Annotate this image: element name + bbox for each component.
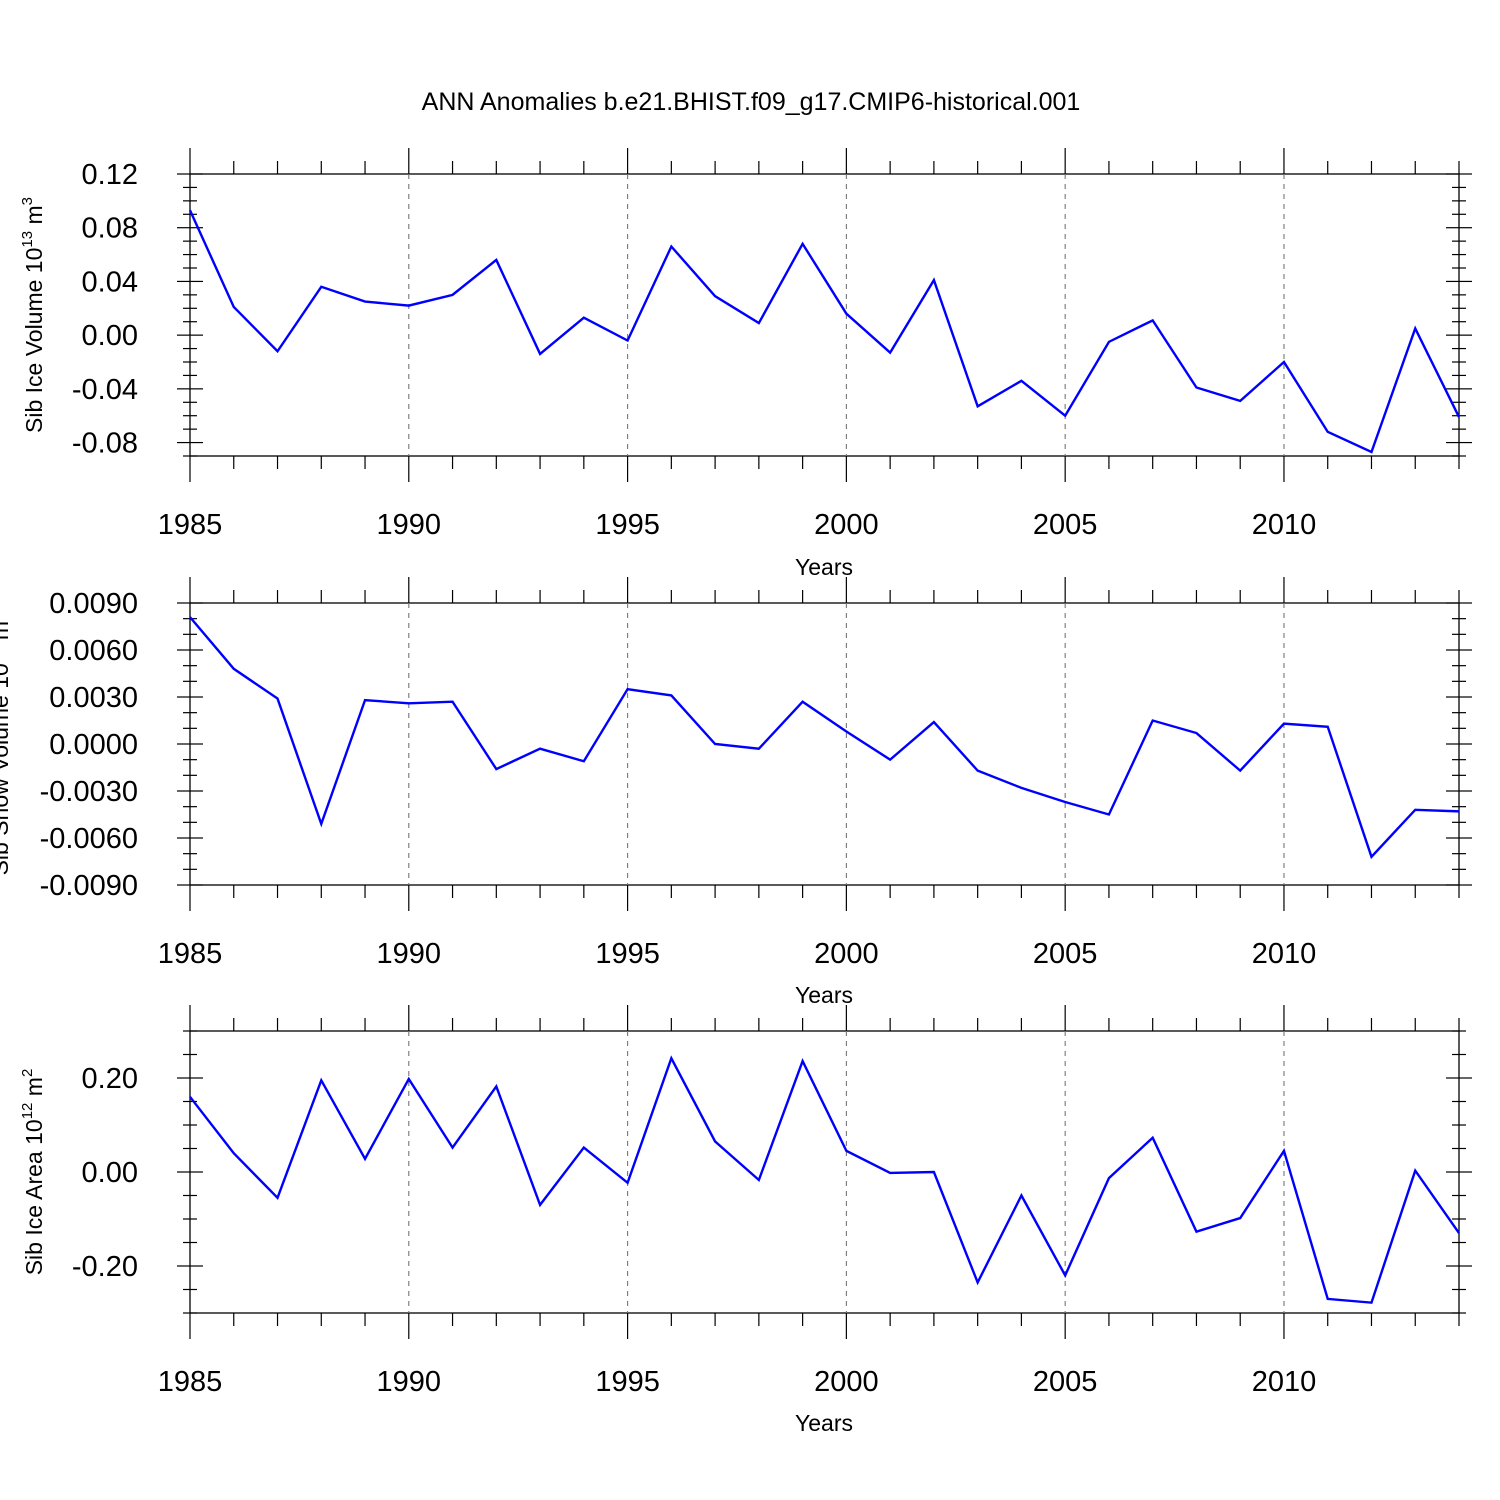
y-tick-labels: 0.20 0.00 -0.20: [72, 1063, 138, 1283]
x-tick-label: 2000: [814, 1366, 879, 1398]
x-tick-label: 1990: [377, 509, 442, 541]
x-tick-label: 2005: [1033, 1366, 1098, 1398]
y-tick-label: 0.20: [82, 1063, 138, 1095]
x-tick-label: 2005: [1033, 938, 1098, 970]
y-tick-label: -0.0060: [40, 823, 138, 855]
tick-marks: [177, 1005, 1472, 1339]
y-tick-label: 0.04: [82, 266, 138, 298]
y-tick-label: 0.00: [82, 1157, 138, 1189]
series-line: [188, 209, 1461, 454]
plot-frame: [189, 602, 1460, 886]
x-tick-label: 2000: [814, 509, 879, 541]
x-tick-label: 2010: [1252, 509, 1317, 541]
x-tick-label: 1985: [158, 1366, 223, 1398]
y-tick-label: 0.00: [82, 320, 138, 352]
x-tick-label: 1985: [158, 938, 223, 970]
y-axis-label: Sib Ice Volume 1013 m3: [19, 197, 47, 433]
y-tick-label: -0.08: [72, 428, 138, 460]
x-tick-label: 2000: [814, 938, 879, 970]
y-tick-label: 0.0030: [49, 682, 138, 714]
plot-frame: [189, 173, 1460, 457]
x-tick-label: 1985: [158, 509, 223, 541]
y-tick-label: 0.0000: [49, 729, 138, 761]
x-axis-label: Years: [795, 554, 853, 580]
tick-marks: [177, 577, 1472, 911]
gridlines: [408, 603, 1285, 885]
x-tick-label: 1995: [595, 1366, 660, 1398]
x-axis-label: Years: [795, 1410, 853, 1436]
x-tick-labels: 1985 1990 1995 2000 2005 2010: [158, 1366, 1316, 1398]
x-tick-label: 2010: [1252, 938, 1317, 970]
x-tick-label: 1990: [377, 1366, 442, 1398]
x-axis-label: Years: [795, 982, 853, 1008]
y-tick-labels: 0.12 0.08 0.04 0.00 -0.04 -0.08: [72, 159, 138, 460]
x-tick-label: 1995: [595, 938, 660, 970]
y-axis-label: Sib Snow Volume 1013 m3: [0, 613, 13, 876]
series-line: [189, 616, 1460, 860]
y-tick-label: 0.0090: [49, 588, 138, 620]
x-tick-label: 2005: [1033, 509, 1098, 541]
x-tick-label: 2010: [1252, 1366, 1317, 1398]
x-tick-labels: 1985 1990 1995 2000 2005 2010: [158, 938, 1316, 970]
gridlines: [408, 1031, 1285, 1313]
x-tick-label: 1995: [595, 509, 660, 541]
x-tick-label: 1990: [377, 938, 442, 970]
plot-frame: [189, 1030, 1460, 1314]
x-tick-labels: 1985 1990 1995 2000 2005 2010: [158, 509, 1316, 541]
figure-title: ANN Anomalies b.e21.BHIST.f09_g17.CMIP6-…: [422, 88, 1081, 116]
tick-marks: [177, 148, 1472, 482]
series-line: [189, 1055, 1460, 1304]
y-tick-labels: 0.0090 0.0060 0.0030 0.0000 -0.0030 -0.0060 -0…: [40, 588, 138, 902]
y-tick-label: 0.08: [82, 213, 138, 245]
y-tick-label: -0.0090: [40, 870, 138, 902]
y-axis-label: Sib Ice Area 1012 m2: [19, 1069, 47, 1276]
y-tick-label: -0.04: [72, 374, 138, 406]
panel-sib-snow-volume: 0.0090 0.0060 0.0030 0.0000 -0.0030 -0.0060 -0…: [0, 577, 1472, 1008]
y-tick-label: 0.12: [82, 159, 138, 191]
y-tick-label: -0.0030: [40, 776, 138, 808]
y-tick-label: 0.0060: [49, 635, 138, 667]
panel-sib-ice-area: 0.20 0.00 -0.20 1985 1990 1995 2000 2005 2010 Y…: [19, 1005, 1472, 1436]
panel-sib-ice-volume: 0.12 0.08 0.04 0.00 -0.04 -0.08 1985 1990 1995 2…: [19, 148, 1472, 580]
y-tick-label: -0.20: [72, 1251, 138, 1283]
